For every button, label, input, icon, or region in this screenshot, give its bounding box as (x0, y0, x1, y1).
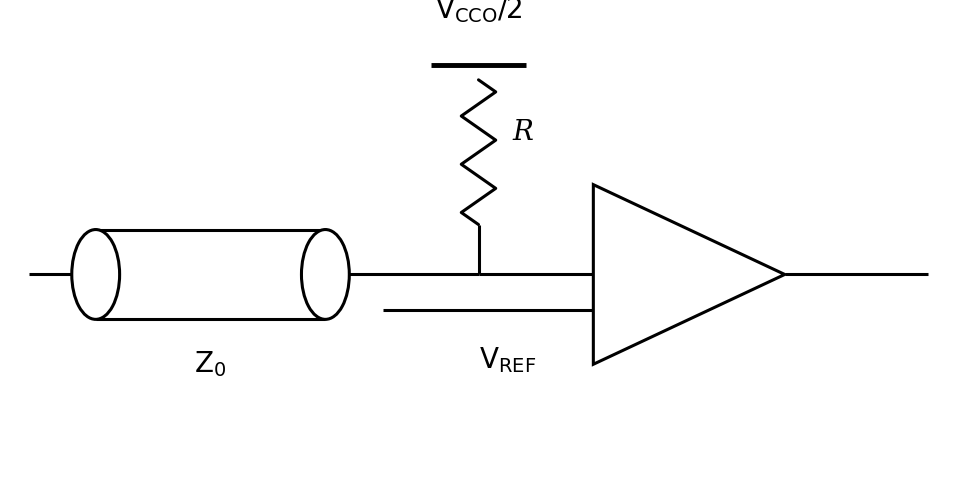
Polygon shape (96, 230, 325, 319)
Text: $\mathrm{V_{CCO}/2}$: $\mathrm{V_{CCO}/2}$ (434, 0, 523, 25)
Text: R: R (512, 119, 533, 146)
Ellipse shape (72, 230, 120, 319)
Ellipse shape (301, 230, 349, 319)
Text: $\mathrm{Z_0}$: $\mathrm{Z_0}$ (194, 349, 227, 379)
Text: $\mathrm{V_{REF}}$: $\mathrm{V_{REF}}$ (478, 345, 536, 375)
